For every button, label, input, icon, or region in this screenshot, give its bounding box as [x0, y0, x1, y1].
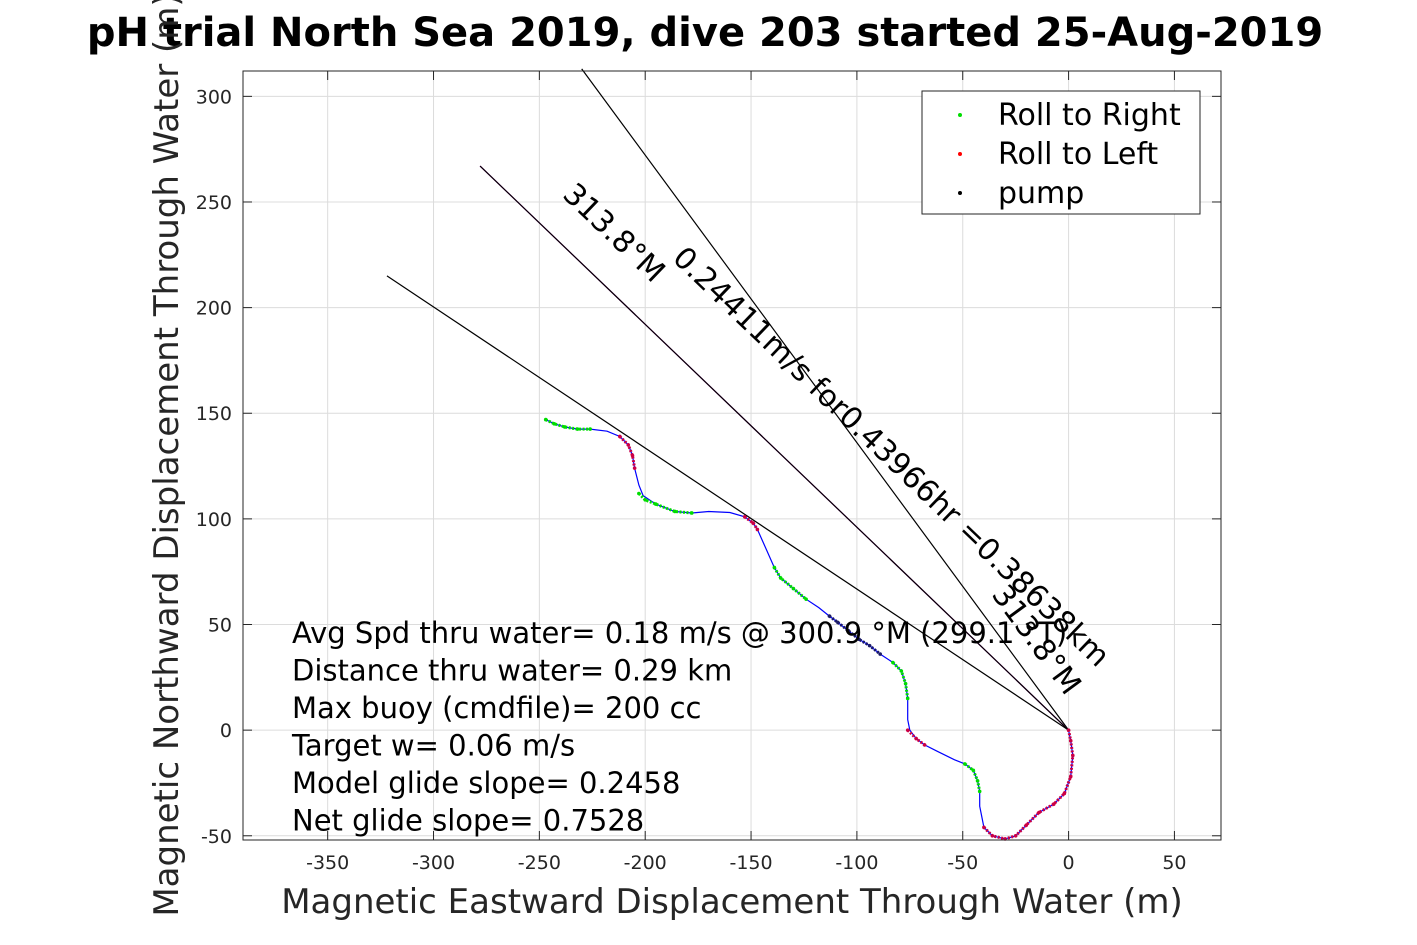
- legend-label: pump: [998, 176, 1084, 211]
- y-tick-label: 200: [196, 298, 232, 320]
- roll-right-point: [778, 576, 783, 580]
- pump-point: [846, 629, 851, 633]
- roll-left-point: [618, 434, 622, 439]
- pump-point: [867, 643, 872, 648]
- roll-right-point: [903, 681, 908, 686]
- x-tick-label: -100: [835, 852, 878, 874]
- roll-left-point: [1024, 823, 1029, 828]
- roll-left-point: [742, 514, 747, 519]
- y-tick-label: -50: [201, 826, 232, 848]
- roll-right-point: [905, 696, 910, 701]
- y-tick-label: 300: [196, 86, 232, 108]
- roll-right-point: [552, 422, 556, 426]
- roll-right-point: [772, 565, 777, 570]
- roll-left-point: [626, 443, 631, 447]
- annotation-line: Target w= 0.06 m/s: [291, 729, 575, 763]
- roll-right-point: [643, 498, 648, 502]
- roll-right-segment: [963, 762, 982, 792]
- pump-point: [836, 620, 840, 625]
- roll-right-point: [975, 779, 980, 783]
- roll-left-point: [755, 527, 760, 532]
- roll-left-point: [1037, 810, 1041, 815]
- roll-right-point: [673, 509, 677, 514]
- grid: [243, 71, 1221, 840]
- roll-right-point: [653, 502, 658, 506]
- annotation-line: Model glide slope= 0.2458: [292, 766, 680, 800]
- roll-left-point: [922, 743, 927, 747]
- roll-left-point: [1071, 753, 1075, 758]
- y-tick-label: 0: [220, 720, 232, 742]
- roll-left-point: [1013, 833, 1018, 838]
- roll-right-point: [977, 789, 982, 794]
- heading-reference-line: [386, 275, 1069, 731]
- tick-labels: -350 -300 -250 -200 -150 -100 -50 0 50 -50 0 50 100 1…: [196, 86, 1187, 874]
- roll-left-point: [982, 825, 986, 830]
- roll-right-point: [791, 586, 796, 591]
- annotation-line: Avg Spd thru water= 0.18 m/s @ 300.9 °M …: [292, 616, 1067, 650]
- legend-label: Roll to Left: [998, 137, 1158, 172]
- roll-left-segment: [618, 435, 637, 469]
- roll-right-point: [891, 660, 895, 665]
- legend-marker: [958, 191, 962, 195]
- pump-point: [878, 652, 882, 656]
- x-tick-label: -200: [624, 852, 667, 874]
- roll-left-point: [1051, 802, 1056, 806]
- roll-right-segment: [637, 492, 692, 515]
- roll-left-point: [1068, 738, 1073, 743]
- roll-left-point: [630, 453, 635, 458]
- roll-left-point: [1062, 791, 1067, 796]
- heading-reference-line: [581, 68, 1070, 731]
- pump-point: [857, 637, 861, 642]
- roll-left-segment: [982, 729, 1075, 841]
- x-tick-label: -350: [306, 852, 349, 874]
- roll-left-point: [632, 466, 637, 470]
- annotation-line: Max buoy (cmdfile)= 200 cc: [292, 691, 701, 725]
- annotation-block: Avg Spd thru water= 0.18 m/s @ 300.9 °M …: [291, 616, 1067, 838]
- x-tick-label: -50: [947, 852, 978, 874]
- roll-left-point: [1066, 728, 1071, 732]
- x-tick-label: 0: [1063, 852, 1075, 874]
- legend-marker: [958, 152, 962, 156]
- legend-label: Roll to Right: [998, 98, 1181, 133]
- y-tick-label: 100: [196, 509, 232, 531]
- ticks: [243, 71, 1221, 840]
- roll-right-point: [575, 427, 580, 431]
- roll-left-point: [990, 833, 995, 838]
- roll-right-segment: [891, 661, 910, 699]
- roll-right-point: [689, 511, 694, 515]
- roll-right-point: [637, 491, 641, 496]
- y-tick-label: 250: [196, 192, 232, 214]
- legend-box: [921, 90, 1201, 215]
- annotation-line: Net glide slope= 0.7528: [292, 804, 644, 838]
- roll-right-point: [963, 762, 967, 766]
- x-axis-label: Magnetic Eastward Displacement Through W…: [281, 882, 1183, 922]
- y-axis-label: Magnetic Northward Displacement Through …: [147, 0, 187, 917]
- roll-left-point: [751, 521, 755, 525]
- y-tick-label: 50: [208, 615, 232, 637]
- roll-left-point: [905, 728, 910, 732]
- roll-right-point: [562, 425, 567, 429]
- x-tick-label: -300: [412, 852, 455, 874]
- y-tick-label: 150: [196, 403, 232, 425]
- roll-left-point: [914, 736, 918, 741]
- axes-box: [242, 70, 1222, 841]
- heading-reference-line: [479, 165, 1069, 731]
- roll-right-point: [971, 768, 976, 773]
- roll-right-point: [588, 427, 592, 431]
- legend-marker: [958, 113, 962, 117]
- roll-right-point: [899, 669, 904, 673]
- chart-title: pH trial North Sea 2019, dive 203 starte…: [87, 10, 1323, 56]
- x-tick-label: -150: [729, 852, 772, 874]
- roll-right-point: [543, 417, 548, 422]
- roll-right-point: [804, 597, 808, 601]
- x-tick-label: -250: [518, 852, 561, 874]
- pump-point: [827, 614, 832, 618]
- x-tick-label: 50: [1162, 852, 1186, 874]
- legend: Roll to Right Roll to Left pump: [921, 90, 1201, 215]
- roll-left-point: [1068, 774, 1073, 779]
- annotation-line: Distance thru water= 0.29 km: [292, 654, 732, 688]
